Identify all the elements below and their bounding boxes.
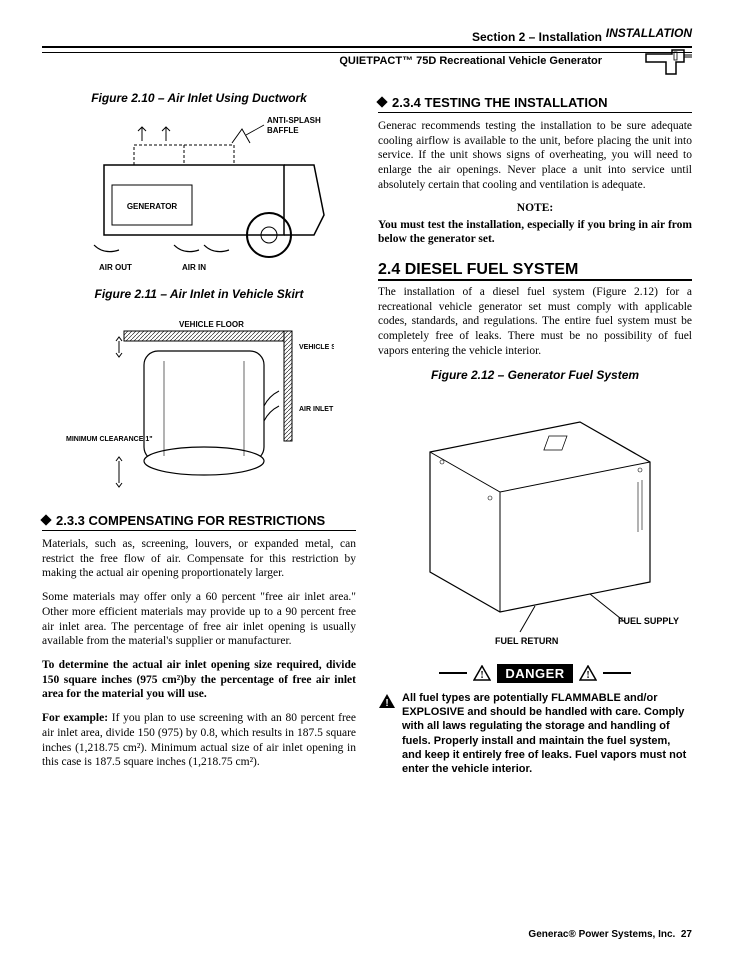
para-some-materials: Some materials may offer only a 60 perce… <box>42 590 356 649</box>
warning-triangle-icon: ! <box>378 693 396 709</box>
svg-text:FUEL SUPPLY: FUEL SUPPLY <box>618 616 679 626</box>
danger-line-right <box>603 672 631 674</box>
svg-text:ANTI-SPLASH: ANTI-SPLASH <box>267 116 321 125</box>
figure-2-11-caption: Figure 2.11 – Air Inlet in Vehicle Skirt <box>42 287 356 301</box>
svg-text:!: ! <box>481 670 484 681</box>
danger-paragraph: All fuel types are potentially FLAMMABLE… <box>402 691 692 777</box>
right-column: 2.3.4 TESTING THE INSTALLATION Generac r… <box>378 85 692 779</box>
section-2-3-3-title: 2.3.3 COMPENSATING FOR RESTRICTIONS <box>56 513 325 528</box>
drill-icon <box>644 44 692 83</box>
svg-text:MINIMUM CLEARANCE 1": MINIMUM CLEARANCE 1" <box>66 436 153 443</box>
svg-text:BAFFLE: BAFFLE <box>267 126 299 135</box>
diamond-bullet-icon <box>40 514 51 525</box>
para-determine: To determine the actual air inlet openin… <box>42 658 356 702</box>
figure-2-11-diagram: VEHICLE FLOOR VEHICLE SKIRT AIR INLET <box>42 311 356 501</box>
page-header: INSTALLATION Section 2 – Installation <box>42 30 692 48</box>
two-column-layout: Figure 2.10 – Air Inlet Using Ductwork G… <box>42 85 692 779</box>
example-label: For example: <box>42 712 108 724</box>
page: INSTALLATION Section 2 – Installation QU… <box>0 0 734 954</box>
section-2-3-4-heading: 2.3.4 TESTING THE INSTALLATION <box>378 95 692 113</box>
svg-text:VEHICLE SKIRT: VEHICLE SKIRT <box>299 344 334 351</box>
para-diesel-install: The installation of a diesel fuel system… <box>378 285 692 359</box>
figure-2-12-caption: Figure 2.12 – Generator Fuel System <box>378 368 692 382</box>
svg-text:AIR OUT: AIR OUT <box>99 263 132 272</box>
warning-triangle-icon: ! <box>473 665 491 681</box>
para-example: For example: If you plan to use screenin… <box>42 711 356 770</box>
section-2-3-4-title: 2.3.4 TESTING THE INSTALLATION <box>392 95 607 110</box>
danger-text-block: ! All fuel types are potentially FLAMMAB… <box>378 691 692 777</box>
svg-text:GENERATOR: GENERATOR <box>127 202 178 211</box>
figure-2-10-diagram: GENERATOR ANTI-SPLASH BAFFLE AIR OUT <box>42 115 356 275</box>
danger-line-left <box>439 672 467 674</box>
para-materials: Materials, such as, screening, louvers, … <box>42 537 356 581</box>
section-2-3-3-heading: 2.3.3 COMPENSATING FOR RESTRICTIONS <box>42 513 356 531</box>
product-subtitle: QUIETPACT™ 75D Recreational Vehicle Gene… <box>42 52 692 67</box>
svg-text:VEHICLE FLOOR: VEHICLE FLOOR <box>179 320 244 329</box>
para-generac-recommends: Generac recommends testing the installat… <box>378 119 692 193</box>
diamond-bullet-icon <box>376 96 387 107</box>
figure-2-12-diagram: FUEL RETURN FUEL SUPPLY <box>378 392 692 652</box>
svg-text:!: ! <box>385 698 388 709</box>
svg-text:!: ! <box>586 670 589 681</box>
left-column: Figure 2.10 – Air Inlet Using Ductwork G… <box>42 85 356 779</box>
danger-banner: ! DANGER ! <box>378 664 692 683</box>
svg-text:AIR IN: AIR IN <box>182 263 206 272</box>
footer-company: Generac® Power Systems, Inc. <box>528 929 675 940</box>
section-2-4-heading: 2.4 DIESEL FUEL SYSTEM <box>378 261 692 281</box>
danger-label: DANGER <box>497 664 572 683</box>
figure-2-10-caption: Figure 2.10 – Air Inlet Using Ductwork <box>42 91 356 105</box>
svg-text:AIR INLET: AIR INLET <box>299 406 334 413</box>
svg-text:FUEL RETURN: FUEL RETURN <box>495 636 558 646</box>
para-test-install: You must test the installation, especial… <box>378 218 692 247</box>
warning-triangle-icon: ! <box>579 665 597 681</box>
page-footer: Generac® Power Systems, Inc. 27 <box>528 929 692 940</box>
footer-page-number: 27 <box>681 929 692 940</box>
section-label: Section 2 – Installation <box>42 30 692 44</box>
installation-tag: INSTALLATION <box>606 26 692 40</box>
note-label: NOTE: <box>378 202 692 214</box>
